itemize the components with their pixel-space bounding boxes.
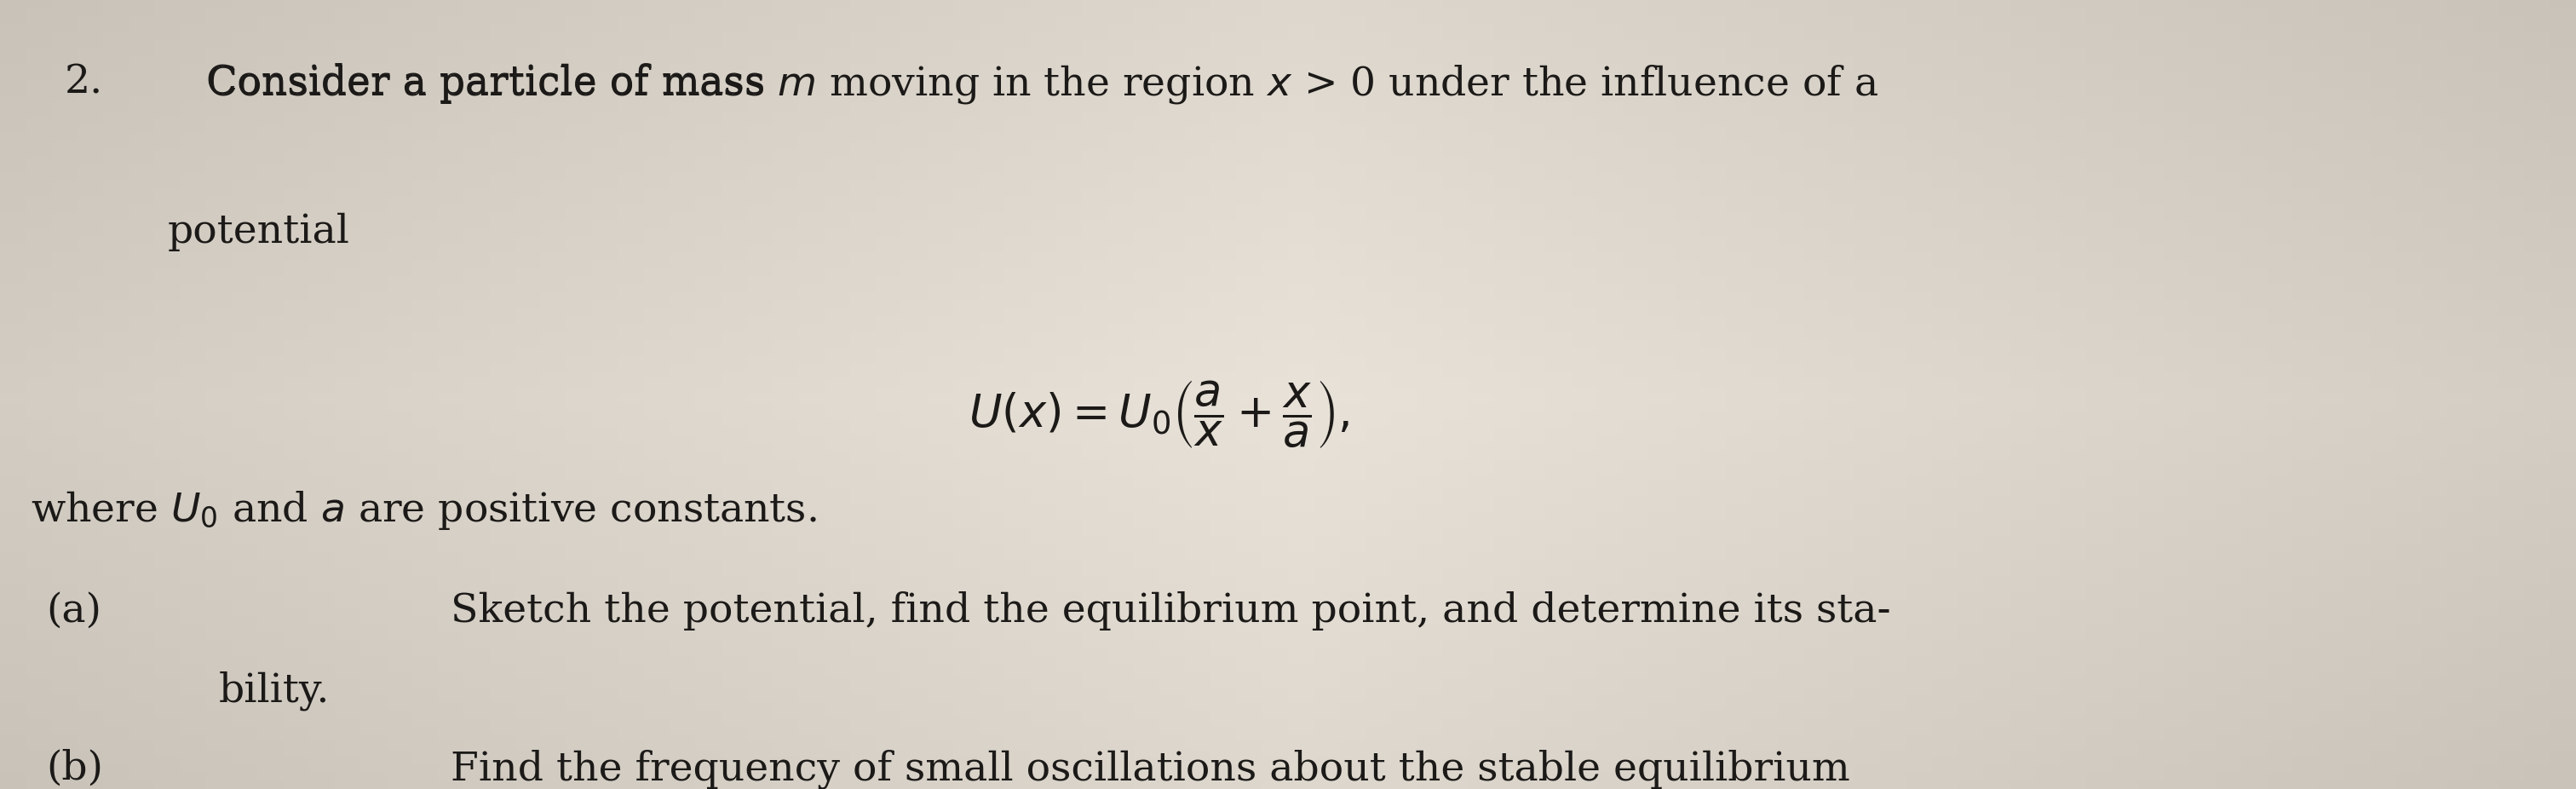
Text: where $U_0$ and $a$ are positive constants.: where $U_0$ and $a$ are positive constan… bbox=[31, 489, 817, 532]
Text: (b): (b) bbox=[46, 750, 103, 788]
Text: Consider a particle of mass $m$ moving in the region $x$ > 0 under the influence: Consider a particle of mass $m$ moving i… bbox=[206, 63, 1878, 106]
Text: bility.: bility. bbox=[219, 671, 330, 710]
Text: Sketch the potential, find the equilibrium point, and determine its sta-: Sketch the potential, find the equilibri… bbox=[451, 592, 1891, 631]
Text: 2.: 2. bbox=[64, 63, 103, 102]
Text: Find the frequency of small oscillations about the stable equilibrium: Find the frequency of small oscillations… bbox=[451, 750, 1850, 789]
Text: Consider a particle of mass: Consider a particle of mass bbox=[206, 63, 778, 103]
Text: (a): (a) bbox=[46, 592, 100, 630]
Text: $U(x) = U_0\left(\dfrac{a}{x} + \dfrac{x}{a}\right),$: $U(x) = U_0\left(\dfrac{a}{x} + \dfrac{x… bbox=[969, 379, 1350, 451]
Text: potential: potential bbox=[167, 213, 350, 252]
